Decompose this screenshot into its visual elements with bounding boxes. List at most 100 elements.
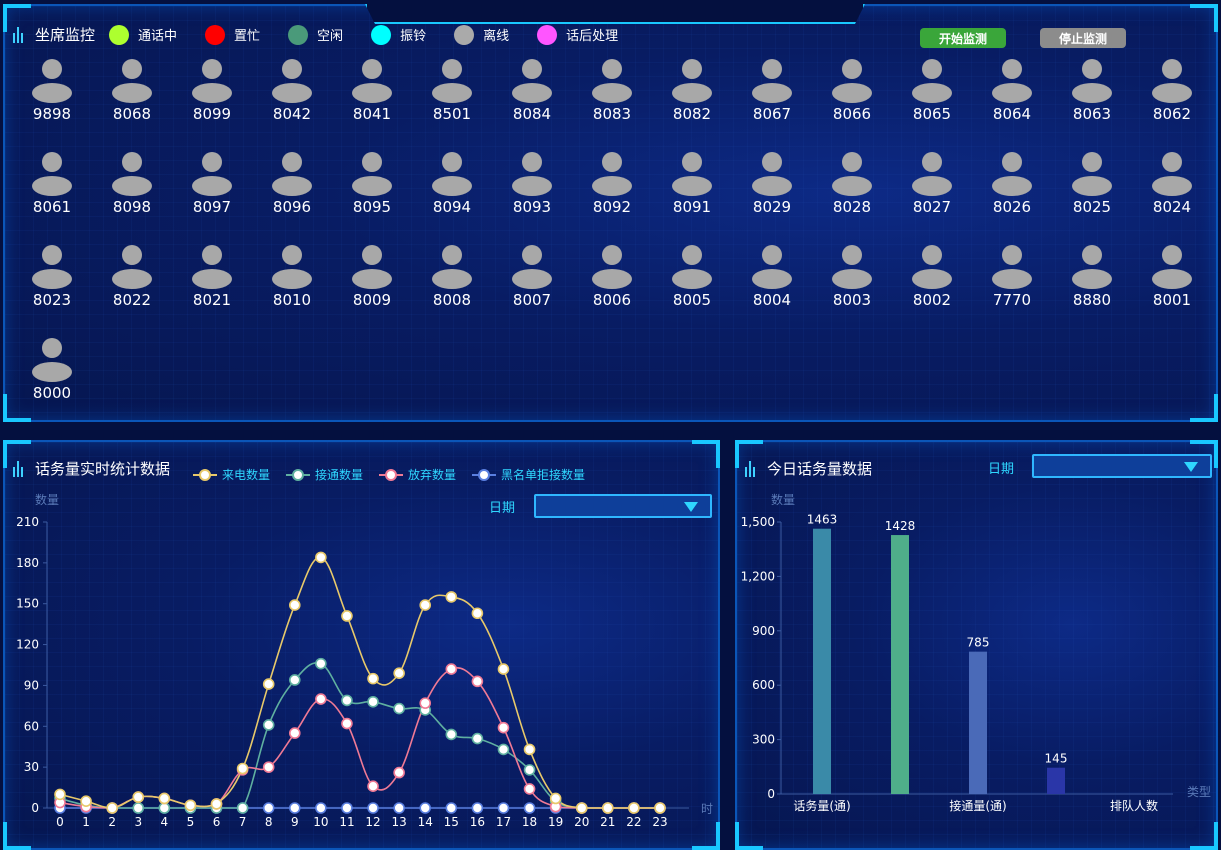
agent-card[interactable]: 8025: [1052, 147, 1132, 237]
agent-card[interactable]: 8005: [652, 240, 732, 330]
today-date-label: 日期: [988, 462, 1015, 477]
data-point: [497, 663, 510, 675]
status-label: 置忙: [234, 29, 261, 44]
data-point: [471, 675, 484, 688]
x-tick-label: 6: [213, 815, 221, 829]
agent-card[interactable]: 8082: [652, 54, 732, 144]
today-date-select[interactable]: [1032, 454, 1212, 478]
agent-number: 8000: [32, 384, 72, 402]
agent-card[interactable]: 8010: [252, 240, 332, 330]
data-point: [445, 663, 458, 675]
agent-card[interactable]: 8041: [332, 54, 412, 144]
line-legend-item[interactable]: 黑名单拒接数量: [472, 466, 585, 483]
agent-card[interactable]: 8083: [572, 54, 652, 144]
agent-card[interactable]: 8068: [92, 54, 172, 144]
agent-card[interactable]: 8092: [572, 147, 652, 237]
agent-card[interactable]: 8001: [1132, 240, 1212, 330]
corner-decoration: [1190, 4, 1218, 32]
agent-avatar-icon: [832, 176, 872, 196]
corner-decoration: [3, 440, 31, 468]
agent-card[interactable]: 8062: [1132, 54, 1212, 144]
agent-card[interactable]: 8095: [332, 147, 412, 237]
agent-card[interactable]: 8096: [252, 147, 332, 237]
agent-card[interactable]: 8093: [492, 147, 572, 237]
agent-card[interactable]: 8063: [1052, 54, 1132, 144]
agent-card[interactable]: 8003: [812, 240, 892, 330]
agent-avatar-icon: [1002, 59, 1022, 79]
data-point: [132, 791, 145, 803]
data-point: [54, 788, 66, 801]
agent-avatar-icon: [362, 59, 382, 79]
agent-card[interactable]: 8008: [412, 240, 492, 330]
agent-card[interactable]: 8028: [812, 147, 892, 237]
agent-number: 8025: [1072, 198, 1112, 216]
agent-avatar-icon: [912, 83, 952, 103]
line-legend-item[interactable]: 来电数量: [193, 466, 270, 483]
bar: [813, 528, 831, 794]
agent-card[interactable]: 8000: [12, 333, 92, 423]
agent-card[interactable]: 8880: [1052, 240, 1132, 330]
line-legend-item[interactable]: 放弃数量: [379, 466, 456, 483]
agent-card[interactable]: 8007: [492, 240, 572, 330]
agent-card[interactable]: 8099: [172, 54, 252, 144]
agent-card[interactable]: 8094: [412, 147, 492, 237]
stop-monitor-button[interactable]: 停止监测: [1040, 28, 1126, 48]
agent-avatar-icon: [682, 152, 702, 172]
status-legend-item: 振铃: [371, 24, 426, 45]
agent-card[interactable]: 8009: [332, 240, 412, 330]
agent-card[interactable]: 8042: [252, 54, 332, 144]
agent-card[interactable]: 8029: [732, 147, 812, 237]
agent-card[interactable]: 8021: [172, 240, 252, 330]
agent-number: 8029: [752, 198, 792, 216]
y-tick-label: 150: [16, 597, 39, 611]
status-legend-item: 离线: [454, 24, 509, 45]
agent-number: 8009: [352, 291, 392, 309]
corner-decoration: [1190, 394, 1218, 422]
agent-card[interactable]: 8006: [572, 240, 652, 330]
agent-card[interactable]: 8098: [92, 147, 172, 237]
agent-card[interactable]: 8022: [92, 240, 172, 330]
status-legend-item: 置忙: [205, 24, 261, 45]
agent-avatar-icon: [192, 176, 232, 196]
legend-marker-icon: [193, 468, 217, 481]
data-point: [341, 610, 353, 622]
data-point: [80, 795, 92, 807]
agent-card[interactable]: 8026: [972, 147, 1052, 237]
agent-avatar-icon: [1152, 176, 1192, 196]
agent-avatar-icon: [592, 83, 632, 103]
line-legend-item[interactable]: 接通数量: [286, 466, 363, 483]
data-point: [132, 802, 145, 814]
agent-card[interactable]: 8004: [732, 240, 812, 330]
agent-number: 8880: [1072, 291, 1112, 309]
agent-card[interactable]: 8023: [12, 240, 92, 330]
x-tick-label: 1: [82, 815, 90, 829]
agent-card[interactable]: 8061: [12, 147, 92, 237]
agent-card[interactable]: 9898: [12, 54, 92, 144]
agent-avatar-icon: [42, 152, 62, 172]
agent-avatar-icon: [362, 245, 382, 265]
agent-number: 8083: [592, 105, 632, 123]
data-point: [158, 802, 171, 814]
agent-card[interactable]: 7770: [972, 240, 1052, 330]
agent-card[interactable]: 8067: [732, 54, 812, 144]
bar-value-label: 145: [1045, 752, 1068, 766]
status-label: 通话中: [138, 29, 178, 44]
agent-avatar-icon: [352, 83, 392, 103]
agent-card[interactable]: 8097: [172, 147, 252, 237]
agent-card[interactable]: 8501: [412, 54, 492, 144]
agent-card[interactable]: 8002: [892, 240, 972, 330]
agent-card[interactable]: 8024: [1132, 147, 1212, 237]
corner-decoration: [3, 822, 31, 850]
status-label: 空闲: [317, 29, 344, 44]
agent-avatar-icon: [282, 59, 302, 79]
agent-card[interactable]: 8066: [812, 54, 892, 144]
agent-card[interactable]: 8027: [892, 147, 972, 237]
agent-card[interactable]: 8084: [492, 54, 572, 144]
agent-card[interactable]: 8091: [652, 147, 732, 237]
start-monitor-button[interactable]: 开始监测: [920, 28, 1006, 48]
agent-card[interactable]: 8065: [892, 54, 972, 144]
realtime-date-select[interactable]: [534, 494, 712, 518]
data-point: [602, 802, 614, 814]
agent-card[interactable]: 8064: [972, 54, 1052, 144]
agent-avatar-icon: [672, 176, 712, 196]
